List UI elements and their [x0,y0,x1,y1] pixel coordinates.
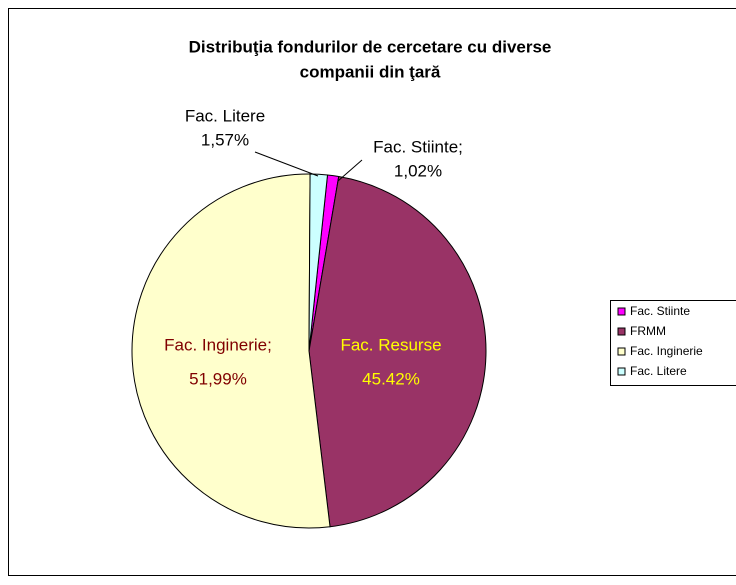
data-label-name: Fac. Resurse [340,335,441,354]
legend-label: Fac. Inginerie [630,344,703,358]
legend-label: Fac. Litere [630,364,687,378]
chart-title: Distribuţia fondurilor de cercetare cu d… [189,37,552,56]
pie-slice [131,173,331,529]
legend-box [610,300,736,386]
data-label: 51,99% [189,369,247,388]
data-label-name: Fac. Stiinte; [373,137,463,156]
legend-swatch [617,307,626,316]
data-label: 1,57% [201,130,249,149]
chart-title: companii din ţară [300,62,441,81]
data-label: 1,02% [394,161,442,180]
data-label: 45.42% [362,369,420,388]
leader-line [254,151,319,177]
pie-slice [308,173,329,352]
leader-line [337,159,363,182]
data-label-name: Fac. Litere [185,106,265,125]
legend-swatch [617,327,626,336]
legend-label: Fac. Stiinte [630,304,690,318]
pie-slice [308,175,487,528]
legend-swatch [617,347,626,356]
legend-swatch [617,367,626,376]
legend-label: FRMM [630,324,666,338]
data-label-name: Fac. Inginerie; [164,335,272,354]
